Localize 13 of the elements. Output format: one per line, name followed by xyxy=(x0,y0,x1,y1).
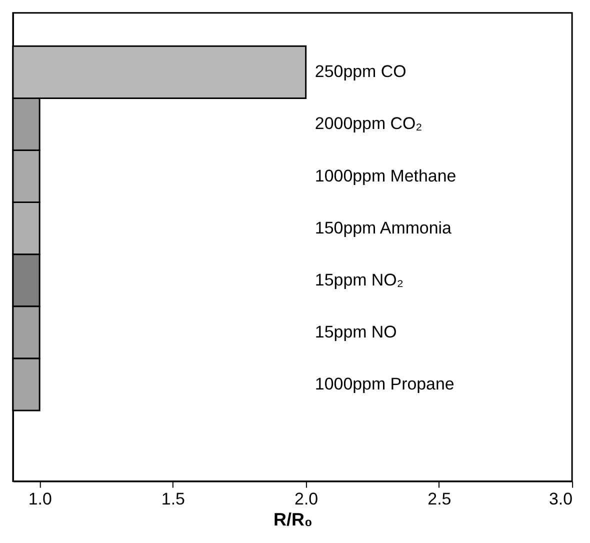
x-tick-label: 1.0 xyxy=(28,490,52,509)
x-tick-label: 2.5 xyxy=(428,490,452,509)
x-tick-label: 1.5 xyxy=(161,490,185,509)
y-tick-label: 1000ppm Propane xyxy=(314,374,454,394)
y-tick-label: 150ppm Ammonia xyxy=(314,218,452,238)
y-tick-label: 15ppm NO₂ xyxy=(314,270,404,290)
y-tick-label: 1000ppm Methane xyxy=(314,166,456,186)
y-tick-label: 2000ppm CO₂ xyxy=(314,114,422,134)
x-tick-label: 2.0 xyxy=(294,490,318,509)
x-tick-label: 3.0 xyxy=(549,490,573,509)
y-tick-label: 15ppm NO xyxy=(314,322,397,342)
x-axis-title: R/R₀ xyxy=(274,510,312,530)
y-tick-label: 250ppm CO xyxy=(314,62,406,82)
